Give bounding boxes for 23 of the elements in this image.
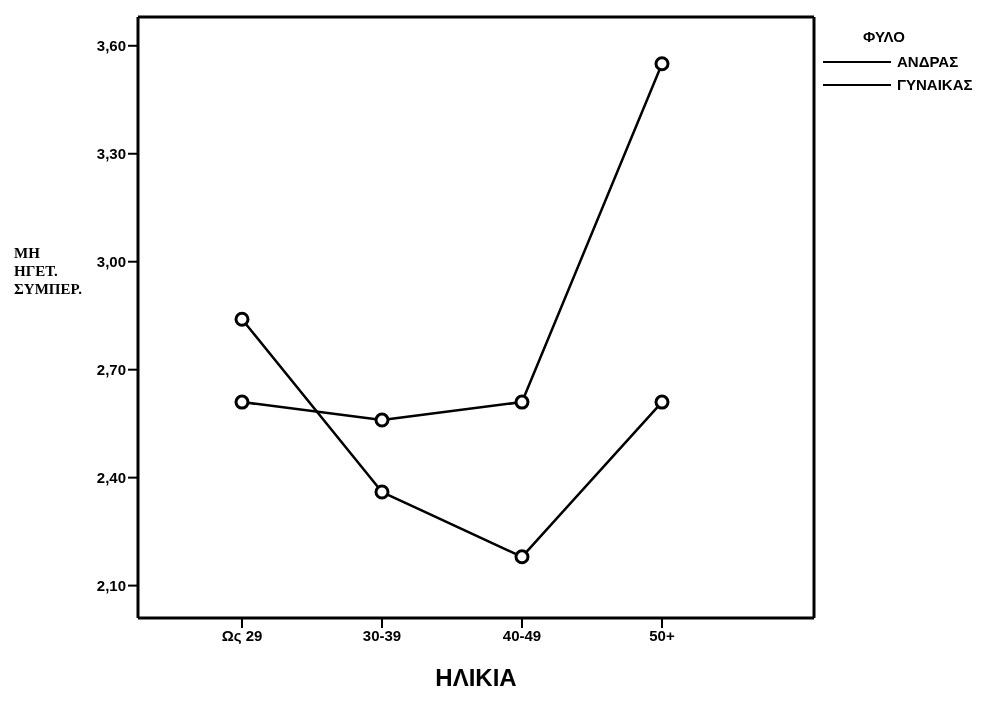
legend-label: ΑΝΔΡΑΣ bbox=[897, 53, 959, 70]
y-tick-label: 2,70 bbox=[96, 361, 126, 379]
point bbox=[654, 56, 670, 72]
x-tick-label: 40-49 bbox=[502, 626, 542, 644]
point bbox=[374, 484, 390, 500]
x-tick-label: Ως 29 bbox=[221, 626, 263, 644]
x-tick-label: 50+ bbox=[649, 626, 675, 644]
legend-title: ΦΥΛΟ bbox=[863, 28, 906, 45]
point bbox=[654, 394, 670, 410]
point bbox=[234, 311, 250, 327]
point bbox=[234, 394, 250, 410]
x-axis-title: ΗΛΙΚΙΑ bbox=[435, 664, 517, 691]
legend-label: ΓΥΝΑΙΚΑΣ bbox=[897, 76, 973, 93]
y-tick-label: 3,30 bbox=[96, 145, 126, 163]
point bbox=[514, 394, 530, 410]
point bbox=[514, 549, 530, 565]
y-tick-label: 3,60 bbox=[96, 37, 126, 55]
y-tick-label: 3,00 bbox=[96, 253, 126, 271]
x-tick-label: 30-39 bbox=[362, 626, 402, 644]
point bbox=[374, 412, 390, 428]
y-tick-label: 2,10 bbox=[96, 576, 126, 594]
y-axis-title: ΜΗ ΗΓΕΤ. ΣΥΜΠΕΡ. bbox=[14, 244, 83, 297]
y-tick-label: 2,40 bbox=[96, 468, 126, 486]
